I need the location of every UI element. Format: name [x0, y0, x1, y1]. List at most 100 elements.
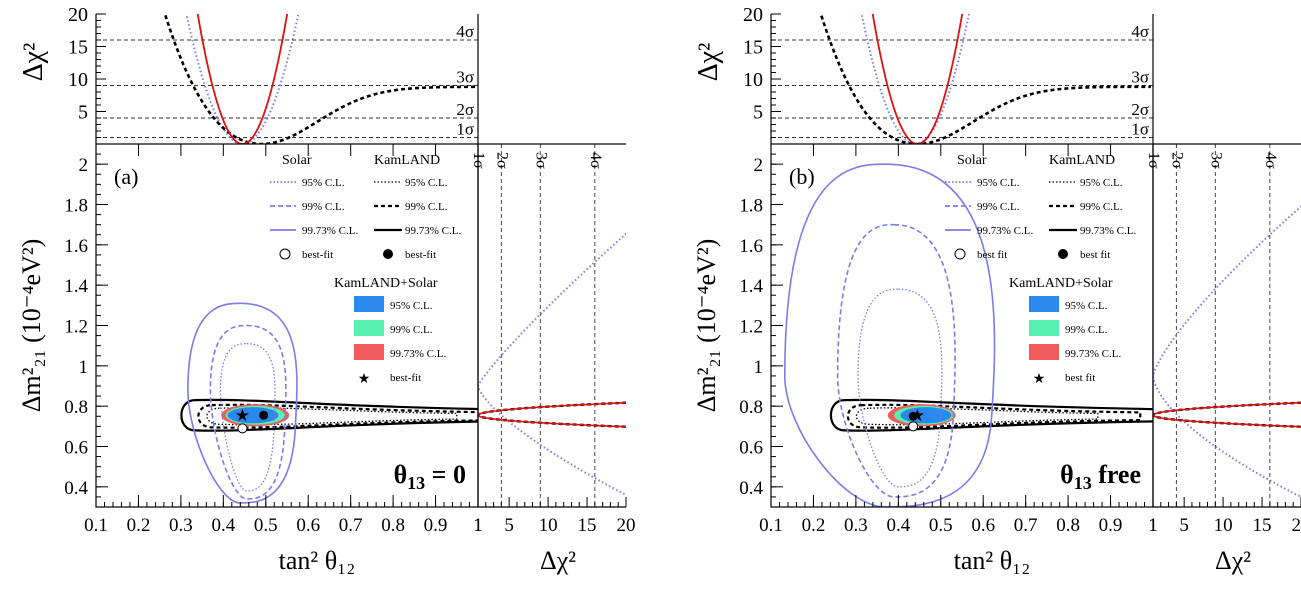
legend-combined-swatch [354, 320, 384, 336]
kamland-contour-99.73 [829, 398, 1153, 432]
sigma-label-right: 3σ [532, 152, 549, 169]
sigma-label-right: 1σ [470, 152, 487, 169]
sigma-label-right: 1σ [1145, 152, 1162, 169]
legend-kamland-entry: 99% C.L. [405, 201, 448, 213]
right-x-tick-label: 10 [1214, 515, 1233, 536]
legend-solar-entry: 99% C.L. [302, 201, 345, 213]
y-tick-label: 1.6 [739, 236, 763, 257]
y-axis-label: Δm²₂₁ (10⁻⁴eV²) [692, 239, 721, 413]
legend-solar-entry: best fit [977, 249, 1007, 261]
main-plot-area: ★ [180, 302, 478, 504]
solar-contour-99 [836, 223, 956, 498]
sigma-label-top: 2σ [456, 100, 474, 119]
legend-kamland-title: KamLAND [1049, 153, 1115, 168]
right-combined-curve [1153, 401, 1301, 428]
x-tick-label: 0.6 [296, 515, 320, 536]
legend-solar-entry: 95% C.L. [302, 177, 345, 189]
sigma-label-right: 2σ [1168, 152, 1185, 169]
right-plot-area [478, 144, 626, 507]
x-tick-label: 0.4 [211, 515, 235, 536]
solar-best-fit-marker [908, 421, 919, 432]
solar-contour-99 [209, 324, 287, 500]
theta-suffix: = 0 [425, 460, 466, 489]
legend-combined-entry: 95% C.L. [390, 300, 433, 312]
solar-contour-95 [857, 288, 943, 488]
legend-combined-title: KamLAND+Solar [334, 276, 438, 291]
legend-kamland-title: KamLAND [374, 153, 440, 168]
legend-solar-entry: 95% C.L. [977, 177, 1020, 189]
right-x-tick-label: 15 [1253, 515, 1272, 536]
legend-combined-title: KamLAND+Solar [1009, 276, 1113, 291]
legend-combined-entry: 99% C.L. [390, 324, 433, 336]
sigma-label-top: 4σ [1131, 22, 1149, 41]
legend-combined-swatch [1029, 344, 1059, 360]
legend-combined-swatch [354, 344, 384, 360]
theta-suffix: free [1092, 460, 1141, 489]
legend-kamland-bestfit-marker [1058, 249, 1068, 259]
right-x-tick-label: 1 [1148, 515, 1158, 536]
top-tick-label: 20 [743, 4, 763, 26]
right-x-axis-label: Δχ² [1215, 546, 1251, 575]
sigma-label-top: 3σ [1131, 68, 1149, 87]
legend-kamland-entry: 99% C.L. [1080, 201, 1123, 213]
top-ylabel: Δχ² [693, 43, 724, 82]
top-solar-curve [860, 14, 971, 144]
y-tick-label: 2 [79, 155, 89, 176]
solar-best-fit-marker [237, 423, 248, 434]
right-plot-area [1153, 144, 1301, 507]
y-tick-label: 1.2 [739, 317, 763, 338]
x-tick-label: 1 [473, 515, 483, 536]
top-ylabel: Δχ² [18, 43, 49, 82]
sigma-label-right: 4σ [587, 152, 604, 169]
right-x-tick-label: 20 [1292, 515, 1301, 536]
top-tick-label: 15 [68, 37, 88, 59]
y-tick-label: 1.4 [64, 276, 88, 297]
legend-solar-bestfit-marker [279, 248, 291, 260]
sigma-label-top: 1σ [1131, 120, 1149, 139]
y-tick-label: 0.6 [739, 438, 763, 459]
legend-combined-star: ★ [358, 372, 371, 387]
legend-kamland-entry: 95% C.L. [405, 177, 448, 189]
kamland-best-fit-marker [259, 410, 269, 420]
x-tick-label: 0.2 [127, 515, 151, 536]
legend-solar-entry: 99% C.L. [977, 201, 1020, 213]
y-tick-label: 0.4 [739, 478, 763, 499]
sigma-label-right: 4σ [1262, 152, 1279, 169]
x-tick-label: 1 [1148, 515, 1158, 536]
x-tick-label: 0.4 [886, 515, 910, 536]
top-tick-label: 15 [743, 37, 763, 59]
x-tick-label: 0.5 [929, 515, 953, 536]
top-combined-curve [196, 14, 289, 144]
top-plot-area [771, 14, 1153, 144]
combined-contour-95 [900, 407, 952, 424]
right-solar-curve [1153, 205, 1301, 499]
legend-kamland-entry: 99.73% C.L. [405, 225, 461, 237]
legend-solar-bestfit-marker [954, 248, 966, 260]
right-combined-curve [478, 401, 626, 428]
theta-symbol: θ [394, 460, 408, 489]
theta-symbol: θ [1060, 460, 1074, 489]
theta-subscript: 13 [1074, 473, 1092, 493]
legend-combined-entry: best fit [1065, 372, 1095, 384]
sigma-label-right: 2σ [493, 152, 510, 169]
sigma-label-right: 3σ [1207, 152, 1224, 169]
legend-kamland-entry: best fit [1080, 249, 1110, 261]
x-tick-label: 0.8 [381, 515, 405, 536]
combined-contour-95 [227, 407, 279, 424]
x-tick-label: 0.3 [169, 515, 193, 536]
combined-best-fit-marker: ★ [910, 406, 925, 425]
solar-contour-99.73 [783, 163, 996, 507]
x-tick-label: 0.1 [84, 515, 108, 536]
panel-label: (b) [789, 164, 815, 189]
x-tick-label: 0.5 [254, 515, 278, 536]
right-x-axis-label: Δχ² [540, 546, 576, 575]
kamland-contour-99.73 [180, 398, 478, 432]
top-solar-curve [185, 14, 300, 144]
top-tick-label: 10 [743, 69, 763, 91]
legend-combined-entry: best-fit [390, 372, 421, 384]
right-kamland-curve [1153, 401, 1301, 428]
right-x-tick-label: 10 [539, 515, 558, 536]
